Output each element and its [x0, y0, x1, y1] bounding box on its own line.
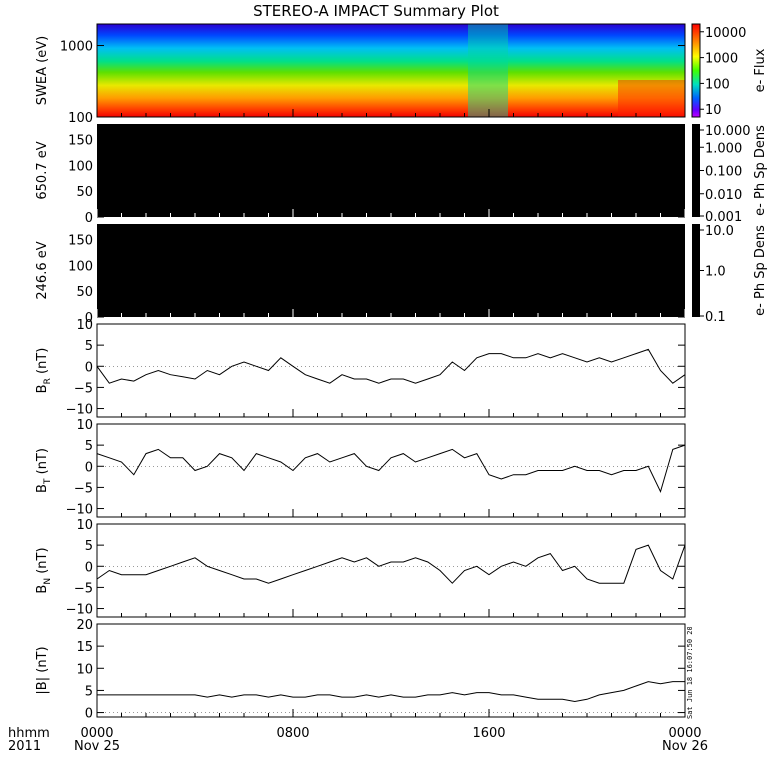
- pad650-panel: [97, 124, 685, 217]
- swea-cbar-label: 1000: [705, 52, 738, 67]
- swea-ylabel: SWEA (eV): [35, 36, 50, 105]
- bn-ytick-label: −10: [66, 603, 93, 618]
- ylabel-unit: (nT): [35, 448, 50, 478]
- plot-title: STEREO-A IMPACT Summary Plot: [253, 2, 499, 20]
- time-axis-label-hhmm: hhmm: [8, 726, 50, 741]
- pad246-ytick-label: 0: [85, 311, 93, 326]
- swea-panel: [96, 23, 686, 118]
- swea-cbar-label: 10000: [705, 26, 746, 41]
- pad650-cbar-label: 1.000: [705, 141, 742, 156]
- btot-panel-frame: [96, 623, 686, 718]
- ylabel-subscript: R: [43, 378, 53, 384]
- time-tick-label: 0000: [80, 726, 113, 741]
- ylabel-symbol: B: [35, 384, 50, 393]
- ylabel-unit: (nT): [35, 547, 50, 577]
- ylabel-unit: (nT): [35, 348, 50, 378]
- swea-colorbar: [691, 23, 701, 118]
- pad650-ytick-label: 50: [76, 185, 93, 200]
- pad246-cbar-label: 10.0: [705, 224, 734, 239]
- swea-spectrogram: [97, 24, 685, 117]
- btot-ytick-label: 20: [76, 618, 93, 633]
- btot-ytick-label: 10: [76, 662, 93, 677]
- bn-ytick-label: −5: [74, 581, 93, 596]
- br-panel-frame: [96, 323, 686, 418]
- pad246-ylabel: 246.6 eV: [35, 241, 50, 299]
- br-ytick-label: 5: [85, 339, 93, 354]
- bn-ylabel: BN (nT): [35, 547, 53, 593]
- br-ytick-label: −10: [66, 403, 93, 418]
- ylabel-subscript: T: [43, 478, 53, 485]
- ylabel-symbol: B: [35, 585, 50, 594]
- bt-ytick-label: 0: [85, 460, 93, 475]
- swea-ytick-label: 1000: [60, 40, 93, 55]
- pad650-cbar-label: 10.000: [705, 124, 751, 139]
- br-ylabel: BR (nT): [35, 348, 53, 394]
- ylabel-symbol: B: [35, 484, 50, 493]
- pad246-ytick-label: 150: [68, 234, 93, 249]
- date-tick-label: Nov 25: [74, 739, 120, 754]
- pad650-cbar-title: e- Ph Sp Dens: [753, 125, 768, 216]
- pad246-cbar-title: e- Ph Sp Dens: [753, 225, 768, 316]
- generation-timestamp: Sat Jun 18 16:07:50 2011: [686, 627, 694, 719]
- bt-ylabel: BT (nT): [35, 448, 53, 493]
- ylabel-unit: (nT): [35, 646, 50, 676]
- pad650-ytick-label: 100: [68, 159, 93, 174]
- swea-cbar-label: 10: [705, 103, 722, 118]
- pad246-colorbar: [692, 224, 700, 317]
- btot-ytick-label: 0: [85, 707, 93, 722]
- traces-layer: [96, 348, 686, 703]
- pad246-ytick-label: 50: [76, 285, 93, 300]
- br-ytick-label: 10: [76, 318, 93, 333]
- br-ytick-label: 0: [85, 360, 93, 375]
- swea-cbar-title: e- Flux: [753, 48, 768, 92]
- bt-ytick-label: 10: [76, 418, 93, 433]
- pad650-image: [97, 124, 685, 217]
- pad246-ytick-label: 100: [68, 259, 93, 274]
- bn-ytick-label: 0: [85, 560, 93, 575]
- br-trace: [96, 348, 686, 384]
- bn-trace: [96, 544, 686, 584]
- br-ytick-label: −5: [74, 381, 93, 396]
- ylabel-subscript: N: [43, 578, 53, 585]
- pad650-cbar-label: 0.100: [705, 165, 742, 180]
- swea-cbar-label: 100: [705, 77, 730, 92]
- swea-colorbar-scale: [691, 23, 701, 118]
- pad650-ytick-label: 150: [68, 134, 93, 149]
- pad246-cbar-label: 0.1: [705, 310, 726, 325]
- ylabel-symbol: |B|: [35, 677, 50, 695]
- pad650-cbar-label: 0.001: [705, 210, 742, 225]
- time-tick-label: 0000: [668, 726, 701, 741]
- time-tick-label: 1600: [472, 726, 505, 741]
- bt-ytick-label: −10: [66, 503, 93, 518]
- pad246-panel: [97, 224, 685, 317]
- time-axis-label-year: 2011: [8, 739, 41, 754]
- pad650-cbar-label: 0.010: [705, 188, 742, 203]
- swea-dropout-band: [468, 24, 508, 117]
- btot-ylabel: |B| (nT): [35, 646, 50, 694]
- pad246-image: [97, 224, 685, 317]
- swea-ytick-label: 100: [68, 111, 93, 126]
- bt-ytick-label: 5: [85, 439, 93, 454]
- bn-ytick-label: 10: [76, 518, 93, 533]
- pad650-colorbar: [692, 124, 700, 217]
- date-tick-label: Nov 26: [662, 739, 708, 754]
- pad650-ylabel: 650.7 eV: [35, 141, 50, 199]
- bt-trace: [96, 444, 686, 493]
- btot-ytick-label: 5: [85, 684, 93, 699]
- bt-ytick-label: −5: [74, 481, 93, 496]
- pad246-cbar-label: 1.0: [705, 265, 726, 280]
- btot-trace: [97, 681, 685, 703]
- pad650-ytick-label: 0: [85, 211, 93, 226]
- bn-ytick-label: 5: [85, 539, 93, 554]
- btot-ytick-label: 15: [76, 640, 93, 655]
- time-tick-label: 0800: [276, 726, 309, 741]
- bn-panel-frame: [96, 523, 686, 618]
- swea-late-enhancement: [618, 80, 685, 117]
